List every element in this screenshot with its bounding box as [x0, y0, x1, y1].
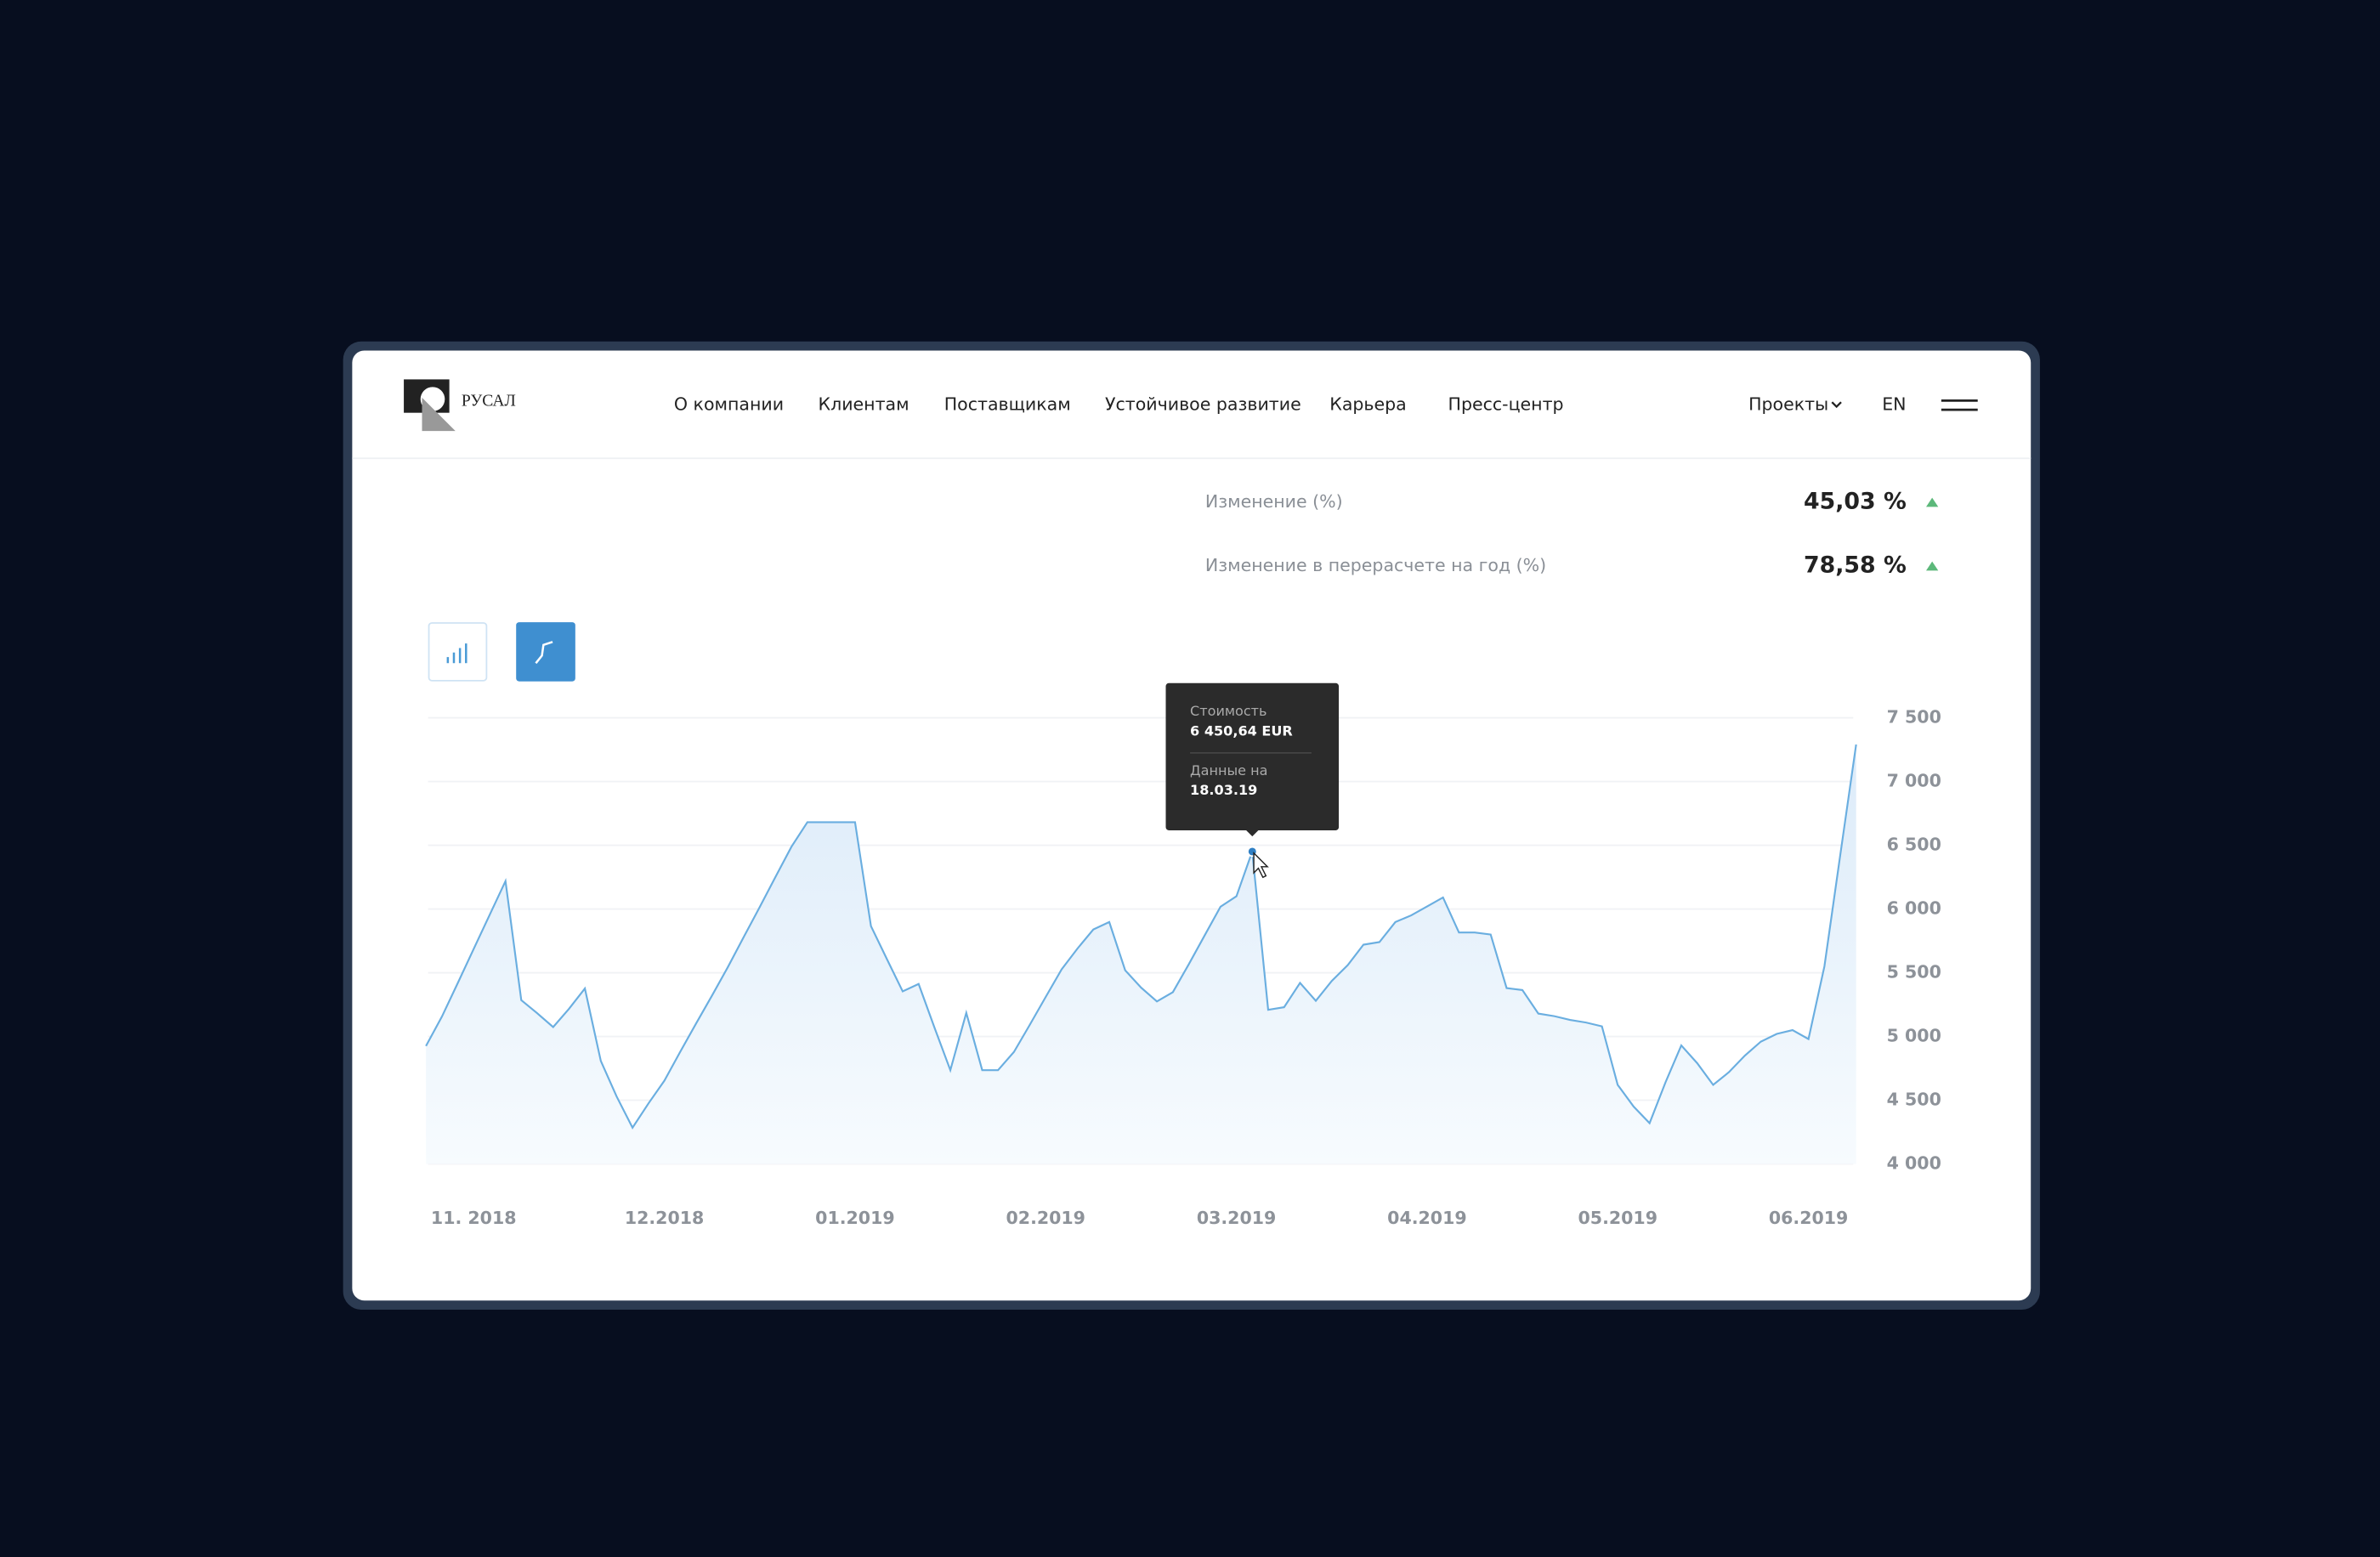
y-tick-label: 4 000	[1887, 1153, 1941, 1174]
x-tick-label: 11. 2018	[431, 1208, 517, 1228]
stat-value: 45,03 %	[1804, 489, 1907, 515]
toggle-icon	[446, 643, 468, 664]
x-tick-label: 04.2019	[1387, 1208, 1466, 1228]
dropdown-caret	[1831, 401, 1842, 409]
x-tick-label: 01.2019	[815, 1208, 894, 1228]
nav-link[interactable]: Пресс-центр	[1448, 394, 1564, 415]
stat-label: Изменение (%)	[1205, 491, 1343, 512]
x-tick-label: 02.2019	[1006, 1208, 1085, 1228]
nav-link[interactable]: Поставщикам	[944, 394, 1071, 415]
toggle-button	[516, 622, 575, 682]
line-chart-toggle[interactable]	[516, 622, 575, 682]
y-tick-label: 6 500	[1887, 835, 1941, 855]
language-switch[interactable]: EN	[1882, 394, 1906, 415]
y-tick-label: 5 000	[1887, 1026, 1941, 1046]
cursor	[1253, 852, 1269, 879]
up-arrow	[1926, 561, 1939, 571]
price-line	[425, 744, 1857, 1130]
logo-text: РУСАЛ	[462, 392, 516, 410]
y-tick-label: 7 000	[1887, 771, 1941, 791]
up-arrow	[1926, 497, 1939, 507]
area	[426, 745, 1856, 1164]
stat-label: Изменение в перерасчете на год (%)	[1205, 555, 1546, 575]
y-tick-label: 6 000	[1887, 898, 1941, 919]
menu-button[interactable]	[1941, 399, 1978, 411]
nav-link[interactable]: Устойчивое развитие	[1105, 394, 1301, 415]
logo[interactable]: РУСАЛ	[404, 379, 516, 432]
nav-link[interactable]: Карьера	[1329, 394, 1406, 415]
x-tick-label: 05.2019	[1578, 1208, 1658, 1228]
tooltip-date: 18.03.19	[1190, 782, 1257, 798]
x-tick-label: 03.2019	[1197, 1208, 1276, 1228]
projects-menu[interactable]: Проекты	[1748, 394, 1828, 415]
x-tick-label: 06.2019	[1769, 1208, 1848, 1228]
x-tick-label: 12.2018	[625, 1208, 704, 1228]
y-tick-label: 4 500	[1887, 1090, 1941, 1110]
tooltip-label: Данные на	[1190, 762, 1267, 778]
bar-chart-toggle[interactable]	[428, 622, 488, 682]
nav-link[interactable]: О компании	[674, 394, 784, 415]
toggle-button	[428, 622, 488, 682]
tooltip-value: 6 450,64 EUR	[1190, 722, 1293, 739]
y-tick-label: 7 500	[1887, 707, 1941, 728]
toggle-icon	[535, 641, 553, 665]
tooltip-pointer	[1246, 829, 1259, 837]
stat-value: 78,58 %	[1804, 552, 1907, 579]
tooltip	[1165, 682, 1340, 830]
y-tick-label: 5 500	[1887, 962, 1941, 982]
nav-link[interactable]: Клиентам	[819, 394, 910, 415]
tooltip-label: Стоимость	[1190, 703, 1266, 719]
